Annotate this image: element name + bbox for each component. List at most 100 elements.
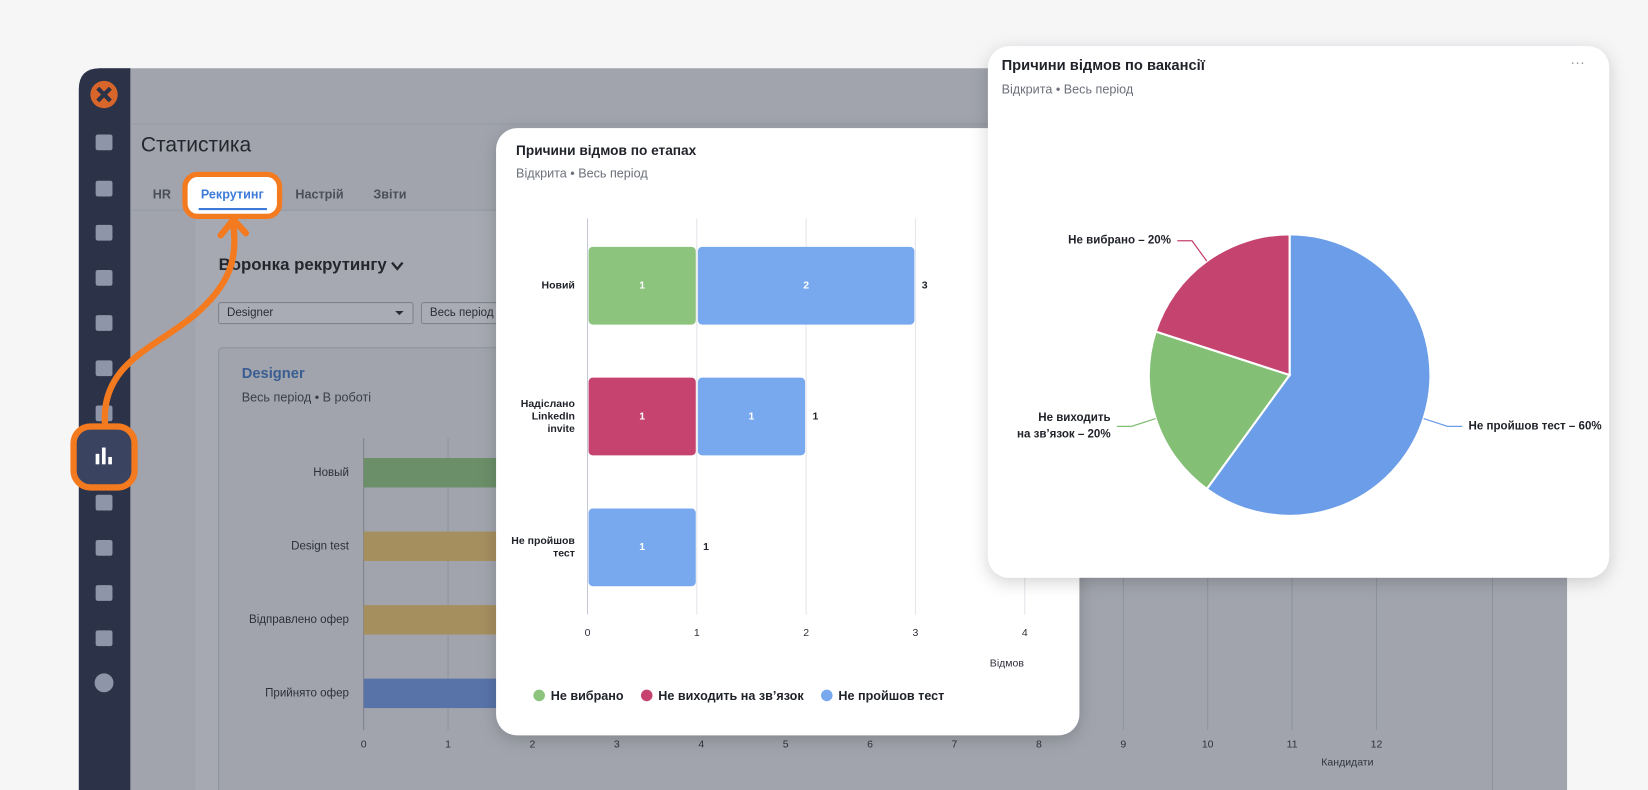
arrow-head — [217, 216, 250, 239]
x-tick-label: 6 — [867, 739, 873, 751]
nav-icon[interactable] — [95, 539, 113, 556]
x-tick-label: 1 — [694, 627, 700, 639]
slice-label: Не виходить на зв’язок – 20% — [1017, 412, 1111, 441]
x-tick-label: 9 — [1120, 739, 1126, 751]
x-tick-label: 11 — [1287, 739, 1298, 751]
leader-line — [1423, 417, 1463, 427]
y-tick-label: Design test — [291, 540, 350, 552]
segment-label: 1 — [639, 541, 645, 553]
y-tick-label-line: LinkedIn — [532, 410, 575, 422]
y-tick-label: Відправлено офер — [249, 614, 349, 626]
bar-segment — [588, 508, 696, 587]
x-tick-label: 0 — [361, 739, 367, 751]
filter-value: Designer — [227, 307, 273, 319]
bar-segment — [588, 246, 696, 325]
x-tick-label: 1 — [445, 739, 451, 751]
segment-label: 1 — [749, 410, 755, 422]
tab[interactable]: HR — [153, 188, 171, 202]
y-tick-label: Прийнято офер — [265, 687, 349, 699]
filter-select[interactable] — [218, 302, 414, 325]
total-label: 1 — [703, 541, 709, 553]
x-tick-label: 0 — [585, 627, 591, 639]
chevron[interactable] — [391, 261, 404, 271]
nav-icon[interactable] — [95, 315, 113, 331]
pointer-arrow — [101, 221, 238, 429]
tab-active[interactable]: Рекрутинг — [201, 188, 264, 202]
legend-swatch — [821, 689, 833, 702]
slice-label-line: Не пройшов тест – 60% — [1469, 420, 1602, 432]
legend-swatch — [533, 689, 545, 702]
nav-icon[interactable] — [95, 585, 113, 601]
x-tick-label: 2 — [530, 739, 536, 751]
nav-icon[interactable] — [95, 360, 113, 377]
pie-slice — [1154, 233, 1291, 377]
legend-label: Не виходить на зв’язок — [658, 689, 804, 703]
tab[interactable]: Звіти — [373, 188, 406, 202]
nav-icon[interactable] — [95, 134, 113, 151]
page-title: Статистика — [141, 134, 252, 157]
card-title: Designer — [242, 366, 305, 382]
slice-label-line: Не виходить — [1038, 412, 1110, 424]
select-arrow — [395, 310, 404, 316]
bar-segment — [697, 377, 806, 456]
card-subtitle: Весь період • В роботі — [242, 390, 371, 404]
stats-icon — [95, 447, 112, 465]
filter-value: Весь період — [430, 307, 494, 319]
segment-label: 1 — [639, 280, 645, 292]
nav-icon[interactable] — [95, 269, 113, 286]
vacancy-chart: Причини відмов по вакансії Відкрита • Вес… — [1002, 58, 1602, 517]
y-tick-label-line: тест — [553, 547, 575, 559]
y-tick-label: Не пройшов тест — [511, 535, 575, 560]
y-tick-label: Новый — [313, 467, 349, 479]
y-tick-label-line: Не пройшов — [511, 535, 575, 547]
slice-label: Не вибрано – 20% — [1068, 235, 1171, 247]
slice-label-line: Не вибрано – 20% — [1068, 235, 1171, 247]
slice-label-line: на зв’язок – 20% — [1017, 429, 1111, 441]
nav-icon[interactable] — [95, 494, 113, 511]
nav-icon[interactable] — [95, 630, 113, 647]
chart-title: Причини відмов по етапах — [516, 143, 697, 158]
segment-label: 1 — [639, 410, 645, 422]
x-axis-label: Кандидати — [1321, 756, 1373, 768]
chart-title: Причини відмов по вакансії — [1002, 58, 1206, 74]
nav-icon[interactable] — [94, 673, 114, 693]
tab[interactable]: Настрій — [295, 188, 343, 202]
slice-label: Не пройшов тест – 60% — [1469, 420, 1602, 432]
logo-mark — [96, 86, 112, 103]
chart-subtitle: Відкрита • Весь період — [516, 167, 648, 181]
stage-chart: Причини відмов по етапах Відкрита • Весь … — [511, 143, 1028, 703]
y-tick-label-line: Новий — [542, 280, 575, 292]
bar-segment — [697, 246, 915, 325]
legend-label: Не пройшов тест — [838, 689, 944, 703]
y-tick-label-line: Надіслано — [521, 398, 575, 410]
total-label: 3 — [922, 280, 928, 292]
nav-icon[interactable] — [95, 180, 113, 197]
x-tick-label: 10 — [1202, 739, 1214, 751]
x-tick-label: 8 — [1036, 739, 1042, 751]
x-tick-label: 7 — [952, 739, 958, 751]
x-axis-label: Відмов — [990, 658, 1025, 670]
legend-label: Не вибрано — [551, 689, 624, 703]
tab-highlight — [182, 171, 283, 220]
leader-line — [1116, 417, 1156, 427]
chart-subtitle: Відкрита • Весь період — [1002, 83, 1134, 97]
x-tick-label: 3 — [614, 739, 620, 751]
legend-swatch — [640, 689, 653, 702]
y-tick-label: Новий — [542, 280, 575, 292]
x-tick-label: 2 — [803, 627, 809, 639]
x-tick-label: 3 — [913, 627, 919, 639]
pie-slice — [1147, 330, 1292, 491]
menu-dots[interactable]: ··· — [1570, 55, 1585, 71]
total-label: 1 — [812, 410, 818, 422]
y-tick-label: Надіслано LinkedIn invite — [521, 398, 575, 435]
bar-segment — [588, 377, 696, 456]
leader-line — [1177, 240, 1208, 262]
segment-label: 2 — [803, 280, 809, 292]
sidebar-icons — [94, 134, 114, 693]
y-tick-label-line: invite — [547, 423, 575, 435]
x-tick-label: 4 — [1022, 627, 1028, 639]
nav-icon[interactable] — [95, 224, 113, 241]
x-tick-label: 4 — [698, 739, 704, 751]
